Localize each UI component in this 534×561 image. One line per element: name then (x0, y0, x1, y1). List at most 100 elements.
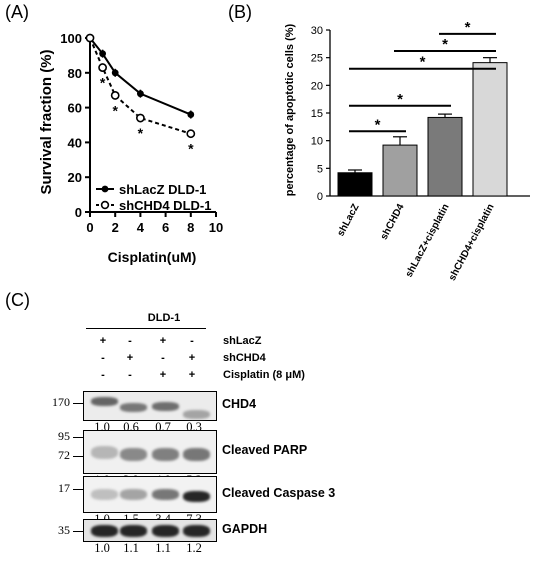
y-tick-label: 60 (68, 101, 82, 116)
y-axis-label: percentage of apoptotic cells (%) (284, 23, 296, 196)
apoptosis-bar-chart: percentage of apoptotic cells (%) 0 5 10 15… (284, 19, 530, 283)
significance-star: * (442, 36, 448, 53)
blot-band (152, 402, 179, 411)
x-tick-label: 6 (162, 220, 169, 235)
significance-star: * (465, 19, 471, 36)
y-tick-label: 20 (68, 170, 82, 185)
data-point (111, 69, 119, 77)
quant-value: 1.1 (123, 541, 139, 555)
cell-line-bracket (86, 328, 206, 329)
blot-band (91, 446, 118, 459)
cell-line-label: DLD-1 (147, 312, 181, 324)
panel-label-c: (C) (5, 290, 30, 310)
mw-marker: 17 (58, 481, 70, 495)
blot-band (120, 525, 147, 537)
significance-star: * (100, 75, 106, 91)
y-tick-label: 25 (311, 53, 323, 65)
data-point (135, 113, 145, 123)
blot-strip-1 (83, 430, 217, 474)
y-tick-label: 30 (311, 25, 323, 37)
condition-sign: + (99, 335, 107, 347)
mw-tick (73, 489, 83, 490)
significance-star: * (138, 125, 144, 141)
y-tick-label: 20 (311, 80, 323, 92)
blot-band (152, 448, 179, 461)
condition-sign: - (161, 352, 165, 364)
quant-value: 1.1 (155, 541, 171, 555)
condition-sign: + (188, 352, 196, 364)
y-tick-label: 0 (75, 205, 82, 220)
quant-value: 1.2 (186, 541, 202, 555)
category-label: shLacZ (335, 202, 361, 238)
condition-sign: + (126, 352, 134, 364)
blot-strip-2 (83, 476, 217, 513)
blot-band (120, 448, 147, 461)
protein-label: Cleaved PARP (222, 443, 308, 457)
legend-label: shCHD4 DLD-1 (119, 198, 211, 213)
condition-sign: - (128, 335, 132, 347)
mw-tick (73, 403, 83, 404)
blot-strip-3 (83, 519, 217, 542)
y-tick-label: 5 (317, 163, 323, 175)
category-label: shCHD4 (379, 202, 407, 242)
y-tick-label: 80 (68, 66, 82, 81)
condition-label: shCHD4 (223, 352, 266, 364)
x-tick-label: 0 (86, 220, 93, 235)
x-axis-label: Cisplatin(uM) (108, 249, 197, 265)
x-tick-label: 10 (209, 220, 223, 235)
significance-star: * (188, 141, 194, 157)
data-point (85, 33, 95, 43)
blot-band (120, 489, 147, 500)
blot-band (183, 491, 210, 502)
y-tick-label: 40 (68, 135, 82, 150)
y-tick-label: 10 (311, 136, 323, 148)
mw-tick (73, 531, 83, 532)
condition-sign: - (190, 335, 194, 347)
condition-label: shLacZ (223, 335, 262, 347)
blot-band (120, 403, 147, 412)
legend-label: shLacZ DLD-1 (119, 182, 206, 197)
series-line-1 (89, 37, 192, 135)
blot-band (183, 525, 210, 537)
x-tick-label: 2 (112, 220, 119, 235)
significance-star: * (397, 91, 403, 108)
condition-sign: - (128, 369, 132, 381)
data-point (99, 50, 106, 58)
y-tick-label: 100 (60, 31, 82, 46)
protein-label: Cleaved Caspase 3 (222, 485, 336, 500)
category-label: shCHD4+cisplatin (447, 202, 497, 282)
y-tick-label: 15 (311, 108, 323, 120)
mw-marker: 170 (52, 395, 70, 409)
condition-sign: - (101, 352, 105, 364)
mw-marker: 35 (58, 523, 70, 537)
bar (337, 172, 373, 197)
significance-star: * (375, 116, 381, 133)
data-point (187, 111, 195, 118)
blot-band (183, 410, 210, 419)
bar (427, 116, 463, 197)
mw-marker: 95 (58, 429, 70, 443)
blot-band (91, 525, 118, 537)
x-tick-label: 8 (187, 220, 194, 235)
condition-sign: - (101, 369, 105, 381)
condition-sign: + (159, 369, 167, 381)
blot-strip-0 (83, 391, 217, 421)
significance-star: * (420, 54, 426, 71)
legend-marker (101, 185, 109, 193)
data-point (186, 129, 196, 139)
data-point (98, 63, 107, 72)
x-tick-label: 4 (137, 220, 145, 235)
panel-label-a: (A) (5, 2, 29, 22)
mw-tick (73, 437, 83, 438)
condition-sign: + (159, 335, 167, 347)
protein-label: CHD4 (222, 397, 257, 411)
y-tick-label: 0 (317, 191, 323, 203)
mw-marker: 72 (58, 448, 70, 462)
y-axis-label: Survival fraction (%) (38, 49, 55, 194)
panel-label-b: (B) (228, 2, 252, 22)
condition-sign: + (188, 369, 196, 381)
blot-band (152, 525, 179, 537)
blot-band (91, 489, 118, 500)
bar (472, 62, 508, 197)
category-label: shLacZ+cisplatin (404, 202, 452, 279)
